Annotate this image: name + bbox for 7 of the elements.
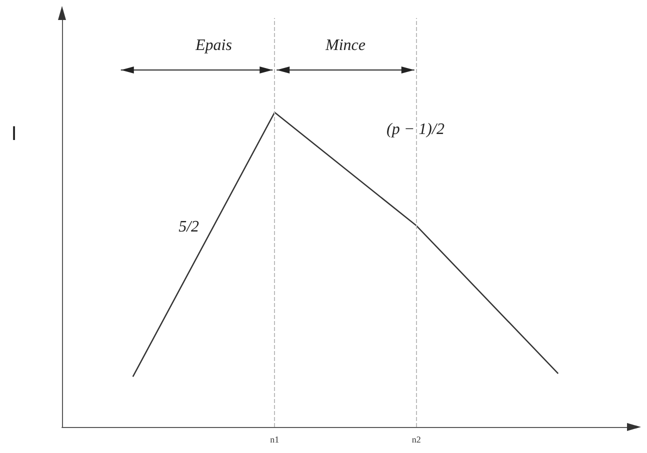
text: Epais xyxy=(194,37,232,54)
x-tick-label: n2 xyxy=(412,434,421,444)
x-tick-label: n1 xyxy=(270,434,280,444)
annotation: 5/2 xyxy=(178,218,200,236)
y-axis-title: I xyxy=(11,123,17,145)
text: Mince xyxy=(324,37,366,54)
annotation: (p − 1)/2 xyxy=(386,121,444,138)
